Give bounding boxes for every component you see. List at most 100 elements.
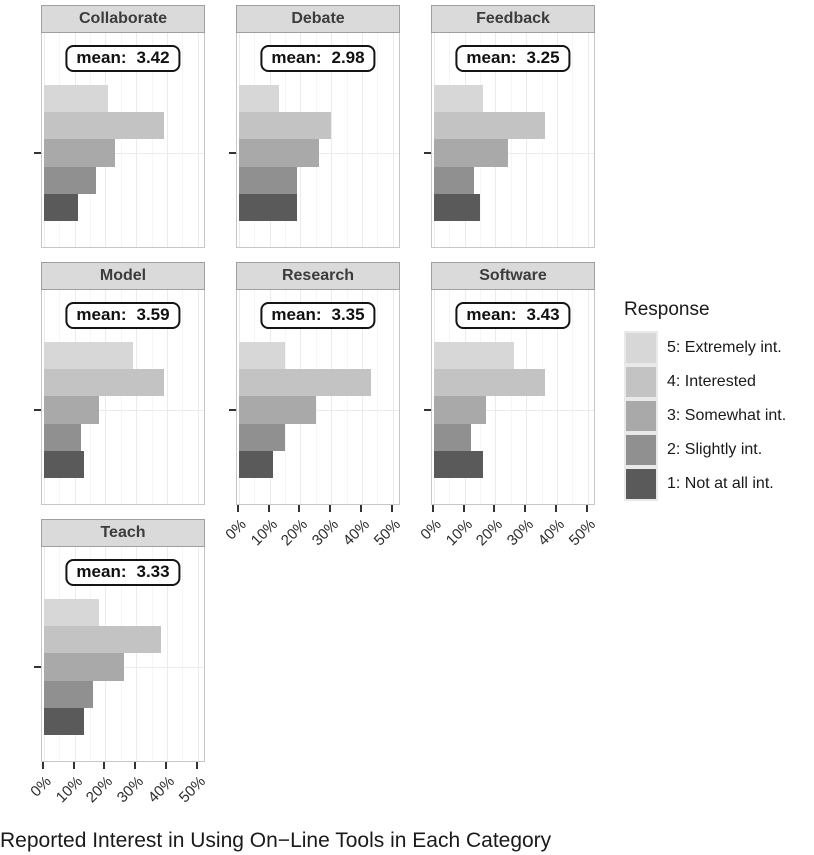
legend-key — [624, 467, 658, 501]
legend-label: 2: Slightly int. — [667, 441, 763, 458]
x-tick-label: 40% — [144, 773, 179, 807]
y-tick-mark — [424, 409, 431, 411]
gridline — [120, 290, 122, 504]
x-axis: 0% 10% 20% 30% 40% 50% — [222, 505, 404, 567]
x-tick-mark — [103, 762, 106, 769]
bar-response-4 — [43, 369, 164, 397]
gridline — [432, 410, 594, 411]
bar-response-5 — [433, 342, 514, 370]
gridline — [526, 33, 528, 247]
x-tick-label: 0% — [222, 516, 250, 544]
x-tick-mark — [298, 505, 301, 512]
x-tick-mark — [390, 505, 393, 512]
x-tick-mark — [195, 762, 198, 769]
x-tick-label: 20% — [83, 773, 117, 807]
gridline — [197, 33, 199, 247]
bar-response-3 — [43, 396, 100, 424]
bar-response-5 — [43, 342, 134, 370]
facet-strip: Feedback — [431, 5, 595, 33]
gridline — [346, 33, 348, 247]
x-tick-label: 10% — [442, 516, 476, 550]
x-tick-mark — [524, 505, 527, 512]
gridline — [362, 290, 364, 504]
facet-title: Debate — [291, 10, 345, 27]
legend-swatch — [626, 401, 656, 431]
gridline — [377, 290, 379, 504]
mean-label-text: mean: — [76, 305, 127, 324]
gridline — [136, 547, 138, 761]
gridline — [510, 290, 512, 504]
gridline — [120, 33, 122, 247]
mean-value: 3.59 — [136, 305, 170, 324]
bar-response-5 — [238, 85, 279, 113]
facet-panel: mean: 3.33 — [41, 547, 205, 762]
mean-value: 2.98 — [331, 48, 365, 67]
legend-item: 1: Not at all int. — [624, 467, 786, 501]
legend-key — [624, 365, 658, 399]
mean-label-text: mean: — [271, 305, 322, 324]
bar-response-4 — [238, 369, 372, 397]
x-tick-label: 50% — [565, 516, 599, 550]
gridline — [572, 33, 574, 247]
mean-value: 3.42 — [136, 48, 170, 67]
facet-panel: mean: 3.35 — [236, 290, 400, 505]
bar-response-1 — [43, 193, 78, 221]
gridline — [42, 410, 204, 411]
facet-strip: Collaborate — [41, 5, 205, 33]
gridline — [42, 153, 204, 154]
gridline — [136, 290, 138, 504]
mean-label: mean: 2.98 — [260, 45, 376, 72]
bar-response-4 — [43, 626, 161, 654]
legend-item: 3: Somewhat int. — [624, 399, 786, 433]
y-tick-mark — [229, 409, 236, 411]
x-tick-label: 20% — [473, 516, 507, 550]
bar-response-1 — [238, 193, 298, 221]
bar-response-2 — [238, 166, 298, 194]
bar-response-1 — [238, 450, 273, 478]
gridline — [362, 33, 364, 247]
facet-panel: mean: 3.42 — [41, 33, 205, 248]
mean-label-text: mean: — [466, 48, 517, 67]
x-tick-label: 10% — [247, 516, 281, 550]
gridline — [182, 290, 184, 504]
gridline — [315, 290, 317, 504]
bar-response-5 — [433, 85, 484, 113]
legend-item: 5: Extremely int. — [624, 331, 786, 365]
bar-response-5 — [238, 342, 285, 370]
facet-debate: Debate mean: 2.98 — [229, 5, 400, 248]
facet-strip: Research — [236, 262, 400, 290]
gridline — [197, 547, 199, 761]
bar-response-3 — [43, 653, 124, 681]
bar-response-2 — [43, 423, 81, 451]
bar-response-4 — [433, 112, 545, 140]
x-axis: 0% 10% 20% 30% 40% 50% — [417, 505, 599, 567]
mean-label: mean: 3.35 — [260, 302, 376, 329]
legend-swatch — [626, 435, 656, 465]
gridline — [557, 33, 559, 247]
gridline — [167, 33, 169, 247]
legend-items: 5: Extremely int. 4: Interested 3: Somewha… — [624, 331, 786, 501]
gridline — [432, 153, 594, 154]
legend-key — [624, 433, 658, 467]
y-tick-mark — [424, 152, 431, 154]
facet-strip: Model — [41, 262, 205, 290]
legend-swatch — [626, 469, 656, 499]
gridline — [197, 290, 199, 504]
facet-software: Software mean: 3.43 0% 10% 20% 30% 40% 50% — [417, 262, 599, 549]
legend-title: Response — [624, 299, 710, 320]
mean-value: 3.25 — [526, 48, 560, 67]
legend-swatch — [626, 333, 656, 363]
facet-strip: Teach — [41, 519, 205, 547]
x-tick-mark — [329, 505, 332, 512]
gridline — [510, 33, 512, 247]
gridline — [331, 290, 333, 504]
mean-label: mean: 3.25 — [455, 45, 571, 72]
mean-label-text: mean: — [271, 48, 322, 67]
x-tick-mark — [72, 762, 75, 769]
legend-label: 5: Extremely int. — [667, 339, 782, 356]
facet-teach: Teach mean: 3.33 0% 10% 20% 30% 40% 50% — [27, 519, 209, 806]
facet-research: Research mean: 3.35 0% 10% 20% 30% 40% 50% — [222, 262, 404, 549]
x-tick-label: 30% — [113, 773, 148, 807]
bar-response-2 — [433, 423, 471, 451]
facet-title: Feedback — [476, 10, 550, 27]
